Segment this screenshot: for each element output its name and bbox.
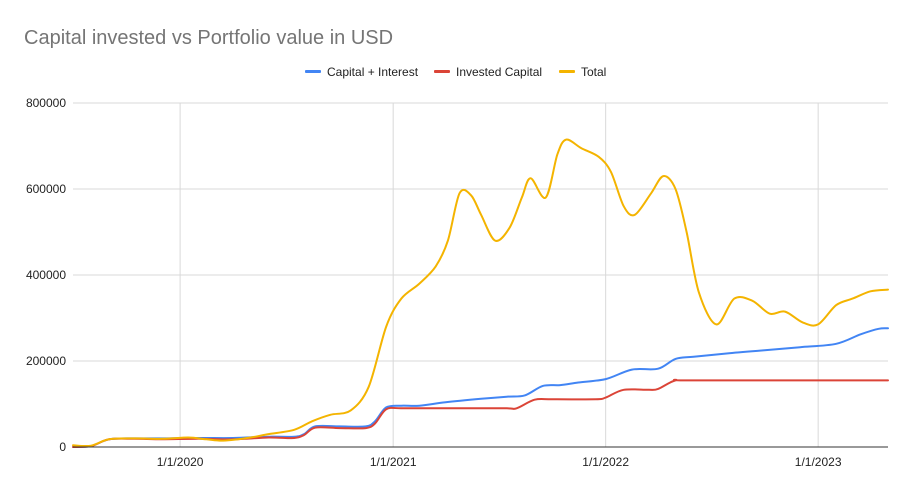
y-tick-label: 200000 — [26, 354, 66, 368]
series-lines — [72, 138, 889, 448]
x-tick-label: 1/1/2021 — [370, 455, 417, 469]
y-tick-label: 600000 — [26, 182, 66, 196]
x-axis-ticks: 1/1/2020 1/1/2021 1/1/2022 1/1/2023 — [157, 455, 842, 469]
legend-item-invested-capital[interactable]: Invested Capital — [434, 65, 542, 79]
x-tick-label: 1/1/2020 — [157, 455, 204, 469]
x-tick-label: 1/1/2022 — [582, 455, 629, 469]
legend-label: Invested Capital — [456, 65, 542, 79]
grid — [73, 102, 888, 447]
x-tick-label: 1/1/2023 — [795, 455, 842, 469]
legend-swatch — [305, 70, 321, 73]
y-tick-label: 400000 — [26, 268, 66, 282]
series-line-capital-interest[interactable] — [72, 327, 889, 448]
legend: Capital + Interest Invested Capital Tota… — [305, 65, 606, 79]
legend-swatch — [559, 70, 575, 73]
series-line-total[interactable] — [72, 138, 889, 448]
y-tick-label: 800000 — [26, 96, 66, 110]
y-tick-label: 0 — [59, 440, 66, 454]
legend-item-total[interactable]: Total — [559, 65, 606, 79]
legend-label: Total — [581, 65, 606, 79]
series-line-invested-capital[interactable] — [72, 378, 889, 448]
legend-swatch — [434, 70, 450, 73]
chart-title: Capital invested vs Portfolio value in U… — [24, 27, 393, 49]
y-axis-ticks: 0 200000 400000 600000 800000 — [26, 96, 66, 454]
legend-item-capital-interest[interactable]: Capital + Interest — [305, 65, 419, 79]
legend-label: Capital + Interest — [327, 65, 419, 79]
